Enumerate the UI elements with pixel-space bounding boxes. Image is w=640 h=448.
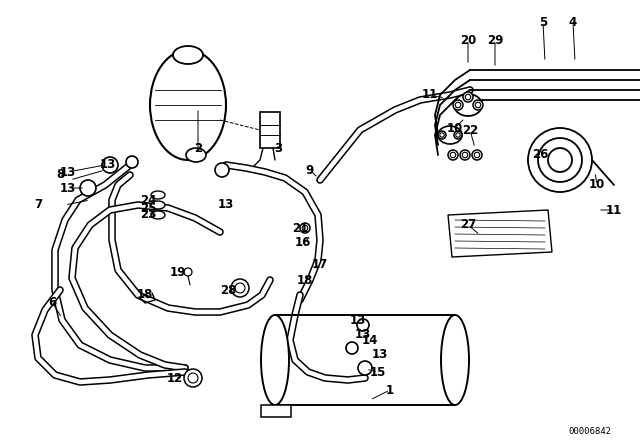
- Ellipse shape: [441, 315, 469, 405]
- Circle shape: [465, 94, 471, 100]
- Circle shape: [462, 152, 468, 158]
- Circle shape: [302, 225, 308, 231]
- Text: 5: 5: [539, 16, 547, 29]
- Text: 13: 13: [218, 198, 234, 211]
- Circle shape: [300, 223, 310, 233]
- Circle shape: [357, 319, 369, 331]
- Circle shape: [438, 131, 446, 139]
- Text: 8: 8: [56, 168, 64, 181]
- Text: 12: 12: [167, 371, 183, 384]
- Text: 15: 15: [370, 366, 386, 379]
- Text: 25: 25: [140, 202, 156, 215]
- Text: 13: 13: [355, 328, 371, 341]
- Circle shape: [451, 152, 456, 158]
- Bar: [261, 405, 291, 417]
- Ellipse shape: [184, 268, 192, 276]
- Text: 00006842: 00006842: [568, 427, 611, 436]
- Text: 13: 13: [350, 314, 366, 327]
- Circle shape: [231, 279, 249, 297]
- Text: 2: 2: [194, 142, 202, 155]
- Text: 11: 11: [422, 89, 438, 102]
- Bar: [260, 112, 280, 148]
- Text: 23: 23: [140, 208, 156, 221]
- Ellipse shape: [454, 94, 482, 116]
- Circle shape: [453, 100, 463, 110]
- Circle shape: [358, 361, 372, 375]
- Ellipse shape: [151, 211, 165, 219]
- Text: 1: 1: [386, 383, 394, 396]
- Text: 28: 28: [220, 284, 236, 297]
- Circle shape: [188, 373, 198, 383]
- Circle shape: [346, 342, 358, 354]
- Circle shape: [455, 102, 461, 108]
- Text: 17: 17: [312, 258, 328, 271]
- Text: 18: 18: [137, 289, 153, 302]
- Text: 16: 16: [295, 236, 311, 249]
- Circle shape: [440, 133, 444, 137]
- Text: 26: 26: [532, 148, 548, 161]
- Circle shape: [473, 100, 483, 110]
- Circle shape: [235, 283, 245, 293]
- Text: 19: 19: [170, 266, 186, 279]
- Text: 11: 11: [606, 203, 622, 216]
- Ellipse shape: [151, 191, 165, 199]
- Text: 14: 14: [362, 333, 378, 346]
- Ellipse shape: [150, 50, 226, 160]
- Circle shape: [215, 163, 229, 177]
- Circle shape: [126, 156, 138, 168]
- Text: 9: 9: [306, 164, 314, 177]
- Polygon shape: [448, 210, 552, 257]
- Circle shape: [474, 152, 480, 158]
- Text: 13: 13: [100, 159, 116, 172]
- Text: 29: 29: [487, 34, 503, 47]
- Circle shape: [528, 128, 592, 192]
- Text: 3: 3: [274, 142, 282, 155]
- Circle shape: [102, 157, 118, 173]
- Circle shape: [456, 133, 460, 137]
- Ellipse shape: [438, 126, 462, 144]
- Text: 10: 10: [589, 178, 605, 191]
- Circle shape: [472, 150, 482, 160]
- Text: 22: 22: [462, 124, 478, 137]
- Text: 7: 7: [34, 198, 42, 211]
- Text: 20: 20: [460, 34, 476, 47]
- Circle shape: [476, 102, 481, 108]
- Ellipse shape: [261, 315, 289, 405]
- Text: 18: 18: [297, 273, 313, 287]
- Ellipse shape: [151, 201, 165, 209]
- Text: 21: 21: [292, 221, 308, 234]
- Text: 13: 13: [60, 165, 76, 178]
- Text: 27: 27: [460, 219, 476, 232]
- Circle shape: [548, 148, 572, 172]
- Circle shape: [448, 150, 458, 160]
- Text: 24: 24: [140, 194, 156, 207]
- Text: 13: 13: [60, 181, 76, 194]
- Circle shape: [184, 369, 202, 387]
- Circle shape: [454, 131, 462, 139]
- Text: 13: 13: [372, 349, 388, 362]
- Ellipse shape: [186, 148, 206, 162]
- Text: 4: 4: [569, 16, 577, 29]
- Text: 6: 6: [48, 296, 56, 309]
- Text: 10: 10: [447, 121, 463, 134]
- Circle shape: [538, 138, 582, 182]
- Circle shape: [460, 150, 470, 160]
- Ellipse shape: [173, 46, 203, 64]
- Circle shape: [80, 180, 96, 196]
- Circle shape: [463, 92, 473, 102]
